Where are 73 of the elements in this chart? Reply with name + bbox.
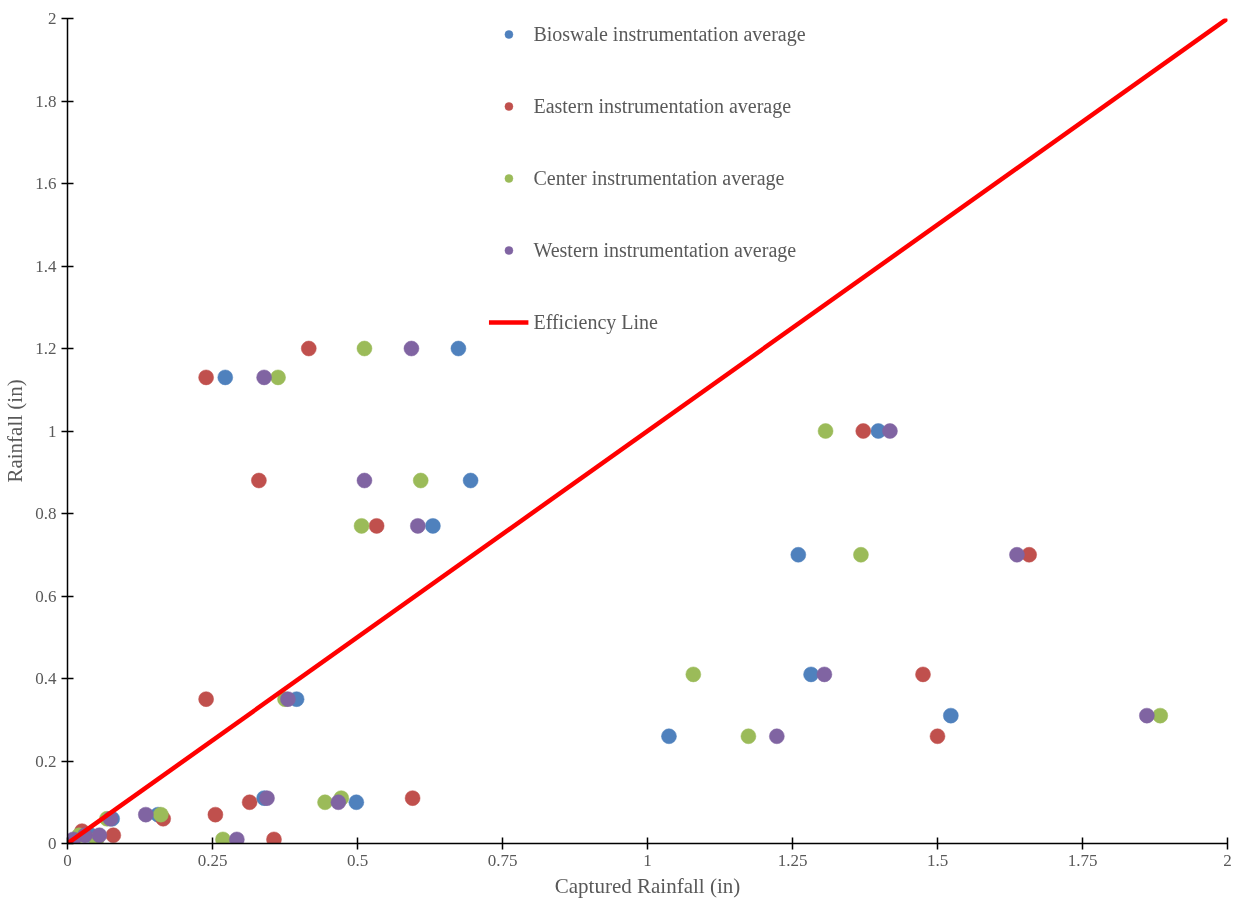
point: [412, 472, 429, 489]
point: [410, 518, 426, 534]
point: [803, 666, 819, 683]
point: [229, 831, 245, 844]
point: [251, 472, 267, 489]
point: [217, 369, 234, 386]
point: [425, 518, 441, 534]
point: [685, 666, 702, 683]
x-tick-label: 1.75: [1067, 850, 1098, 870]
point: [266, 831, 282, 844]
y-tick-label: 0.2: [35, 751, 57, 771]
y-tick-label: 1.4: [35, 256, 57, 276]
point: [462, 472, 479, 489]
x-tick-label: 0: [63, 850, 72, 870]
point: [215, 831, 231, 844]
x-tick-label: 1.25: [777, 850, 808, 870]
point: [769, 728, 785, 744]
point: [882, 423, 898, 439]
point: [356, 340, 373, 357]
point: [450, 340, 467, 357]
point: [403, 340, 420, 357]
point: [138, 806, 154, 823]
y-tick-label: 1.8: [35, 91, 57, 111]
point: [661, 728, 677, 744]
point: [790, 547, 807, 563]
legend-label: Western instrumentation average: [533, 237, 797, 264]
point: [404, 790, 421, 806]
point: [317, 794, 333, 810]
point: [1009, 547, 1025, 563]
point: [91, 827, 108, 843]
point: [348, 794, 365, 810]
point: [198, 369, 214, 386]
legend-label: Bioswale instrumentation average: [533, 21, 806, 48]
y-tick-label: 1.6: [35, 174, 57, 193]
legend-label: Efficiency Line: [533, 309, 659, 336]
x-tick-label: 2: [1223, 850, 1232, 870]
point: [929, 728, 946, 744]
point: [353, 518, 370, 534]
x-tick-label: 0.75: [487, 850, 518, 870]
point: [817, 423, 834, 439]
point: [198, 691, 214, 707]
x-tick-label: 0.25: [197, 850, 228, 870]
y-tick-label: 0.8: [35, 504, 57, 523]
y-tick-label: 0.4: [35, 669, 57, 688]
x-axis-title: Captured Rainfall (in): [554, 873, 741, 898]
point: [256, 369, 272, 386]
point: [1152, 707, 1168, 724]
point: [301, 340, 317, 357]
point: [740, 728, 757, 744]
y-tick-label: 2: [48, 9, 57, 28]
legend-label: Eastern instrumentation average: [533, 93, 792, 120]
point: [241, 794, 258, 810]
point: [105, 827, 122, 843]
y-tick-label: 0.6: [35, 586, 57, 606]
y-axis-title: Rainfall (in): [3, 379, 28, 483]
point: [330, 794, 347, 810]
point: [356, 472, 373, 489]
x-tick-label: 1: [643, 850, 652, 870]
point: [816, 666, 833, 683]
x-tick-label: 1.5: [926, 850, 949, 870]
point: [270, 369, 286, 386]
legend-label: Center instrumentation average: [533, 165, 785, 192]
point: [855, 423, 872, 439]
point: [368, 518, 385, 534]
point: [915, 666, 931, 683]
y-tick-label: 0: [48, 834, 57, 853]
point: [943, 707, 959, 724]
point: [207, 806, 224, 823]
point: [1139, 707, 1155, 724]
x-tick-label: 0.5: [346, 850, 369, 870]
y-tick-label: 1: [48, 421, 57, 441]
y-tick-label: 1.2: [35, 339, 57, 358]
point: [853, 547, 869, 563]
